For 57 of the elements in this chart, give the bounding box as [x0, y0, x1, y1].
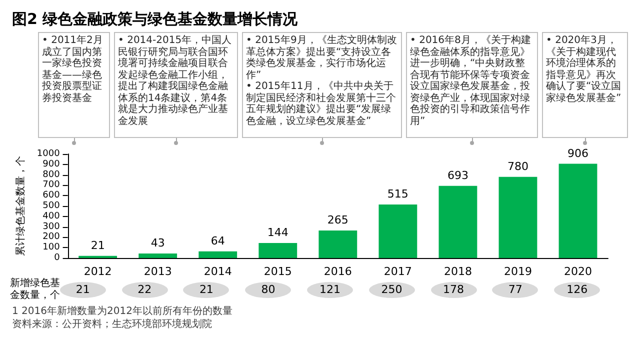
data-label: 265	[327, 213, 348, 226]
text: • 2014-2015年，中国人民银行研究局与联合国环境署可持续金融项目联合发起绿色金融工作小组，提出了构建我国绿色金融体系的14条建议，第4条就是大力推动绿色产业基金发展	[118, 35, 233, 127]
y-tick-label: 500	[42, 201, 60, 211]
bar	[438, 186, 478, 258]
bar	[318, 230, 358, 258]
x-tick-label: 2019	[504, 265, 532, 278]
y-tick-label: 800	[42, 170, 60, 180]
data-label: 693	[447, 168, 468, 182]
data-label: 144	[267, 226, 288, 240]
data-label: 21	[60, 282, 106, 298]
x-tick-label: 2014	[204, 265, 232, 278]
y-tick-label: 100	[42, 242, 60, 253]
bar	[198, 251, 238, 258]
x-tick-label: 2020	[564, 265, 592, 278]
y-tick-label: 600	[42, 190, 60, 201]
bar	[558, 164, 598, 258]
data-label: 178	[430, 282, 477, 298]
bar	[378, 204, 418, 258]
text: • 2016年8月，《关于构建绿色金融体系的指导意见》进一步明确，“中央财政整合现有节能环保等专项资金设立国家绿色发展基金，投资绿色产业，体现国家对绿色投资的引导和政策信号作用”	[410, 35, 532, 127]
data-label: 250	[368, 282, 415, 298]
data-label: 77	[492, 282, 538, 298]
data-label: 126	[554, 282, 600, 298]
data-label: 64	[210, 234, 225, 248]
data-label: 80	[245, 282, 292, 298]
data-label: 515	[387, 187, 408, 200]
text: • 2011年2月成立了国内第一家绿色投资基金——绿色投资股票型证券投资基金	[42, 35, 104, 104]
data-label: 21	[90, 238, 105, 252]
y-tick-label: 700	[42, 180, 60, 190]
text: 1 2016年新增数量为2012年以前所有年份的数量	[12, 306, 232, 318]
bar	[498, 176, 538, 258]
text: • 2020年3月，《关于构建现代环境治理体系的指导意见》再次确认了要“设立国家绿色发展基金”	[546, 35, 622, 104]
data-label: 906	[567, 146, 588, 160]
y-axis-title: 累计绿色基金数量，个	[14, 156, 26, 256]
y-tick-label: 1000	[36, 149, 60, 159]
data-label: 780	[507, 160, 528, 173]
y-tick-label: 300	[42, 222, 60, 232]
text: • 2015年11月，《中共中央关于制定国民经济和社会发展第十三个五年规划的建议》提出要“发展绿色金融，设立绿色发展基金”	[246, 81, 397, 127]
data-label: 22	[122, 282, 168, 298]
bar	[258, 243, 298, 258]
y-tick-label: 400	[42, 211, 60, 222]
y-tick-label: 900	[42, 159, 60, 170]
text: • 2015年9月，《生态文明体制改革总体方案》提出要“支持设立各类绿色发展基金，实行市场化运作”	[246, 35, 398, 80]
text: 资料来源：公开资料；生态环境部环境规划院	[12, 319, 212, 331]
data-label: 21	[183, 282, 230, 298]
chart-title: 图2 绿色金融政策与绿色基金数量增长情况	[12, 10, 298, 29]
x-tick-label: 2016	[324, 265, 352, 278]
y-tick-label: 200	[42, 232, 60, 242]
bar	[138, 254, 178, 258]
data-label: 43	[150, 236, 165, 250]
x-tick-label: 2017	[384, 265, 412, 278]
x-tick-label: 2012	[84, 265, 112, 278]
x-tick-label: 2015	[264, 265, 292, 278]
data-label: 121	[307, 282, 353, 298]
x-tick-label: 2013	[144, 265, 172, 278]
y-tick-label: 0	[54, 253, 60, 263]
text: 新增绿色基金数量，个	[10, 278, 61, 302]
x-tick-label: 2018	[444, 265, 472, 278]
